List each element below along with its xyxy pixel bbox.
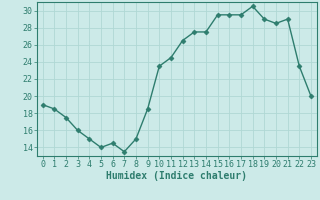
X-axis label: Humidex (Indice chaleur): Humidex (Indice chaleur)	[106, 171, 247, 181]
